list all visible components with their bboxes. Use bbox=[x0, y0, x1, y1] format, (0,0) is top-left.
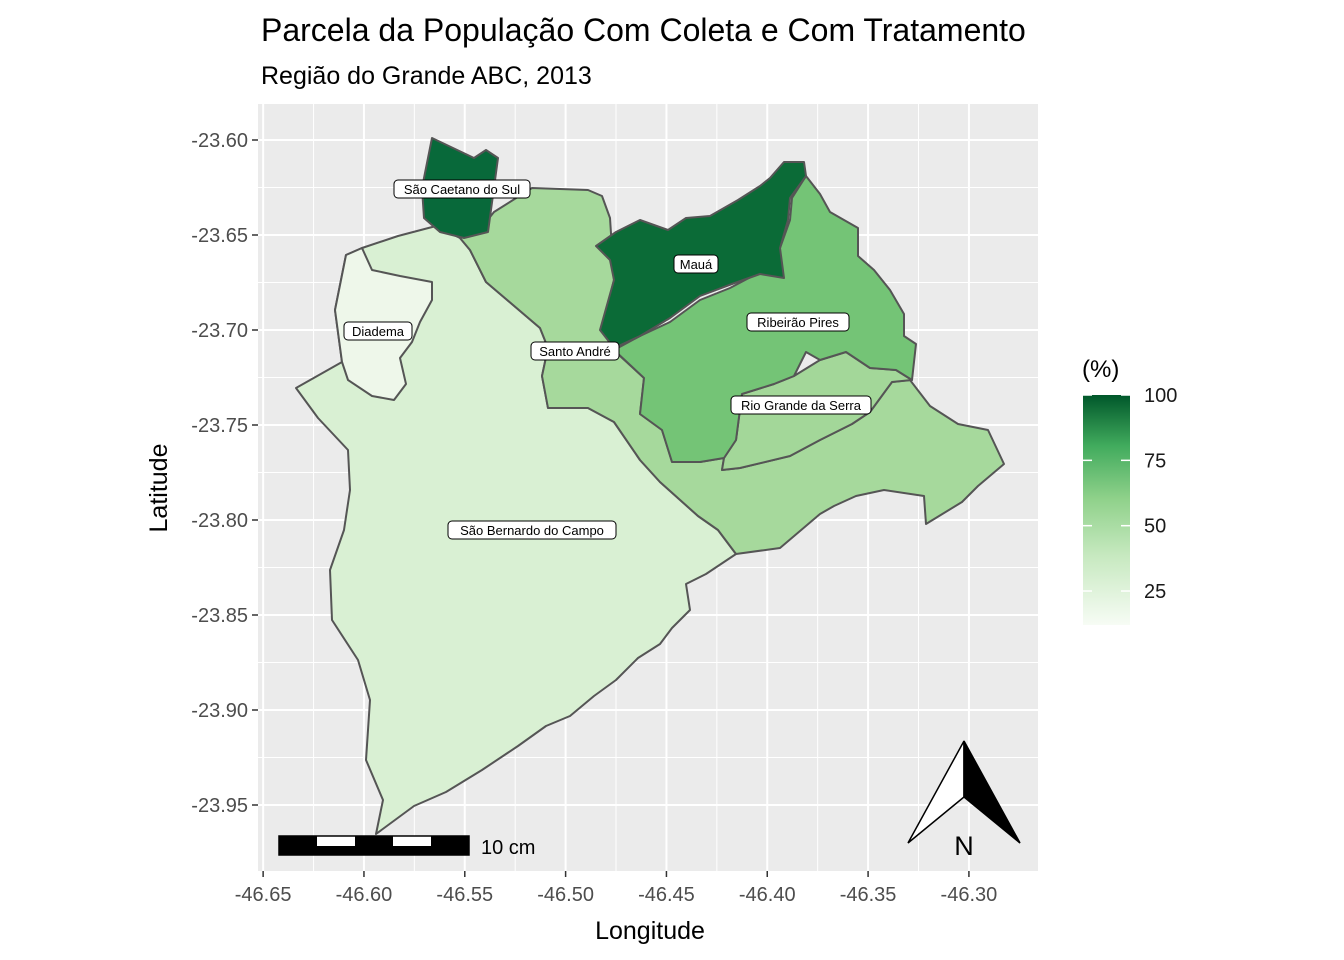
y-tick-label: -23.90 bbox=[191, 700, 248, 722]
legend: (%) 100 75 50 25 bbox=[1082, 356, 1177, 625]
svg-text:São Bernardo do Campo: São Bernardo do Campo bbox=[460, 523, 604, 538]
legend-tick-label: 50 bbox=[1144, 516, 1166, 538]
x-tick-label: -46.30 bbox=[941, 884, 998, 906]
y-tick-label: -23.60 bbox=[191, 130, 248, 152]
svg-text:Diadema: Diadema bbox=[352, 324, 405, 339]
label-sao-caetano-do-sul: São Caetano do Sul bbox=[393, 179, 531, 199]
y-tick-label: -23.65 bbox=[191, 225, 248, 247]
x-tick-label: -46.50 bbox=[537, 884, 594, 906]
north-arrow-icon: N bbox=[907, 740, 1021, 861]
north-arrow-label: N bbox=[954, 831, 974, 861]
svg-text:Ribeirão Pires: Ribeirão Pires bbox=[757, 315, 839, 330]
x-axis-title: Longitude bbox=[595, 917, 705, 945]
x-tick-label: -46.45 bbox=[638, 884, 695, 906]
y-tick-label: -23.95 bbox=[191, 795, 248, 817]
label-santo-andre: Santo André bbox=[530, 341, 620, 361]
y-tick-label: -23.75 bbox=[191, 415, 248, 437]
scale-bar: 10 cm bbox=[278, 835, 535, 859]
x-tick-label: -46.40 bbox=[739, 884, 796, 906]
label-rio-grande-da-serra: Rio Grande da Serra bbox=[730, 395, 872, 415]
legend-title: (%) bbox=[1082, 356, 1119, 383]
x-tick-label: -46.35 bbox=[840, 884, 897, 906]
svg-text:São Caetano do Sul: São Caetano do Sul bbox=[404, 182, 520, 197]
y-axis-ticks: -23.60 -23.65 -23.70 -23.75 -23.80 -23.85 -23.… bbox=[191, 130, 258, 817]
y-axis-title: Latitude bbox=[145, 444, 173, 533]
label-ribeirao-pires: Ribeirão Pires bbox=[746, 312, 850, 332]
legend-tick-label: 75 bbox=[1144, 450, 1166, 472]
y-tick-label: -23.80 bbox=[191, 510, 248, 532]
legend-tick-label: 25 bbox=[1144, 581, 1166, 603]
label-diadema: Diadema bbox=[343, 321, 413, 341]
chart-subtitle: Região do Grande ABC, 2013 bbox=[261, 62, 592, 90]
x-axis-ticks: -46.65 -46.60 -46.55 -46.50 -46.45 -46.40 -46.… bbox=[235, 871, 998, 906]
label-maua: Mauá bbox=[673, 254, 719, 274]
label-sao-bernardo-do-campo: São Bernardo do Campo bbox=[447, 520, 617, 540]
legend-ticks: 100 75 50 25 bbox=[1083, 385, 1177, 603]
legend-tick-label: 100 bbox=[1144, 385, 1177, 407]
svg-text:Rio Grande da Serra: Rio Grande da Serra bbox=[741, 398, 862, 413]
svg-text:Santo André: Santo André bbox=[539, 344, 611, 359]
scale-bar-label: 10 cm bbox=[481, 837, 535, 859]
x-tick-label: -46.65 bbox=[235, 884, 292, 906]
x-tick-label: -46.60 bbox=[336, 884, 393, 906]
region-labels: São Caetano do Sul Mauá Diadema Ribeirão… bbox=[343, 179, 872, 540]
chart-title: Parcela da População Com Coleta e Com Tr… bbox=[261, 12, 1026, 48]
x-tick-label: -46.55 bbox=[436, 884, 493, 906]
y-tick-label: -23.85 bbox=[191, 605, 248, 627]
svg-text:Mauá: Mauá bbox=[680, 257, 713, 272]
legend-colorbar bbox=[1083, 395, 1130, 625]
y-tick-label: -23.70 bbox=[191, 320, 248, 342]
